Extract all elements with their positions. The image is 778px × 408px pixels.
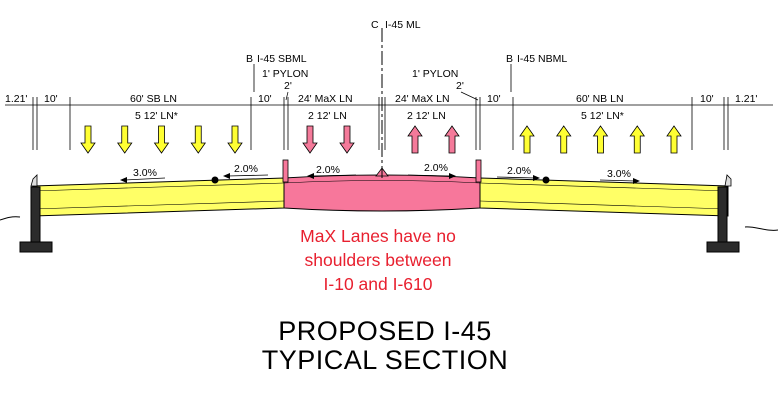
pylon-left-label: 1' PYLON	[262, 68, 308, 80]
lane-count-max-left: 2 12' LN	[308, 110, 347, 122]
pylon-right	[475, 159, 482, 183]
parapet-left	[30, 174, 38, 187]
baseline-right-symbol: B	[506, 53, 513, 65]
dim-max-right: 24' MaX LN	[395, 93, 450, 105]
dim-right-edge: 1.21'	[735, 93, 757, 105]
arrows-max-right	[407, 125, 460, 154]
slope-nb-outer-arrowhead	[633, 178, 640, 184]
parapet-right	[724, 174, 732, 187]
baseline-left-label: I-45 SBML	[257, 53, 307, 65]
deck-line-nb-top	[479, 182, 729, 192]
inlet-right	[542, 176, 550, 184]
ground-line-right	[744, 226, 778, 231]
dim-max-left: 24' MaX LN	[298, 93, 353, 105]
slope-sb-inner: 2.0%	[234, 163, 258, 175]
nb-traffic-arrow	[555, 125, 572, 154]
pylon-right-offset: 2'	[456, 80, 464, 92]
note-line-1: MaX Lanes have no	[300, 226, 456, 246]
pylon-left-leader	[285, 91, 289, 101]
slope-nb-inner-arrow	[496, 176, 536, 179]
dim-sb-lanes: 60' SB LN	[130, 93, 177, 105]
sb-traffic-arrow	[227, 125, 243, 154]
slope-sb-outer-arrow	[124, 177, 166, 181]
dim-nb-shoulder-outer: 10'	[700, 93, 714, 105]
arrows-sb	[80, 125, 243, 154]
slope-sb-outer: 3.0%	[133, 167, 157, 179]
baseline-left-symbol: B	[246, 53, 253, 65]
slope-max-left: 2.0%	[316, 164, 340, 176]
slope-max-left-arrow	[311, 174, 357, 177]
max-left-traffic-arrow	[339, 125, 355, 154]
slope-sb-inner-arrowhead	[223, 173, 230, 179]
dim-left-edge: 1.21'	[5, 93, 27, 105]
title-line-2: TYPICAL SECTION	[262, 345, 509, 375]
note-line-3: I-10 and I-610	[324, 274, 433, 294]
pier-right-footing	[706, 241, 740, 253]
max-right-traffic-arrow	[444, 125, 460, 154]
inlet-left	[211, 176, 219, 184]
centerline-symbol: C	[371, 19, 379, 31]
arrows-max-left	[302, 125, 355, 154]
deck-line-sb-bottom	[32, 200, 285, 210]
slope-sb-inner-arrow	[227, 174, 269, 177]
deck-line-nb-bottom	[479, 200, 729, 210]
pylon-left-offset: 2'	[284, 80, 292, 92]
pylon-right-leader	[460, 91, 479, 101]
dimension-ticks	[32, 97, 729, 150]
nb-traffic-arrow	[592, 125, 609, 154]
slope-max-right-arrow	[407, 174, 452, 177]
lane-count-nb: 5 12' LN*	[581, 110, 624, 122]
pier-left-footing	[19, 241, 53, 253]
slope-nb-inner-arrowhead	[533, 175, 540, 181]
title-line-1: PROPOSED I-45	[278, 316, 492, 346]
pylon-right-label: 1' PYLON	[412, 68, 458, 80]
dim-sb-shoulder-inner: 10'	[258, 93, 272, 105]
centerline-label: I-45 ML	[385, 19, 421, 31]
sb-traffic-arrow	[153, 125, 170, 154]
pier-right	[717, 186, 728, 243]
sb-traffic-arrow	[116, 125, 133, 154]
lane-count-max-right: 2 12' LN	[407, 110, 446, 122]
note-line-2: shoulders between	[305, 250, 452, 270]
max-right-traffic-arrow	[407, 125, 423, 154]
ground-line-left	[0, 216, 21, 221]
deck-line-sb-top	[32, 182, 285, 192]
max-left-traffic-arrow	[302, 125, 318, 154]
slope-nb-outer: 3.0%	[607, 168, 631, 180]
slope-nb-outer-arrow	[599, 179, 636, 182]
dim-sb-shoulder-outer: 10'	[44, 93, 58, 105]
slope-max-left-arrowhead	[307, 173, 314, 179]
lane-count-sb: 5 12' LN*	[135, 110, 178, 122]
deck-nb-lanes	[479, 177, 729, 217]
sb-traffic-arrow	[190, 125, 207, 154]
dim-nb-lanes: 60' NB LN	[576, 93, 624, 105]
pylon-left	[282, 159, 289, 183]
arrows-nb	[519, 125, 682, 154]
nb-traffic-arrow	[519, 125, 535, 154]
dim-nb-shoulder-inner: 10'	[487, 93, 501, 105]
slope-max-right: 2.0%	[424, 162, 448, 174]
slope-sb-outer-arrowhead	[120, 177, 127, 183]
nb-traffic-arrow	[629, 125, 646, 154]
deck-line-max	[283, 180, 481, 184]
slope-max-right-arrowhead	[449, 173, 456, 179]
slope-nb-inner: 2.0%	[507, 165, 531, 177]
baseline-right-label: I-45 NBML	[517, 53, 567, 65]
sb-traffic-arrow	[80, 125, 96, 154]
deck-sb-lanes	[32, 177, 285, 217]
pier-left	[30, 186, 41, 243]
nb-traffic-arrow	[666, 125, 682, 154]
